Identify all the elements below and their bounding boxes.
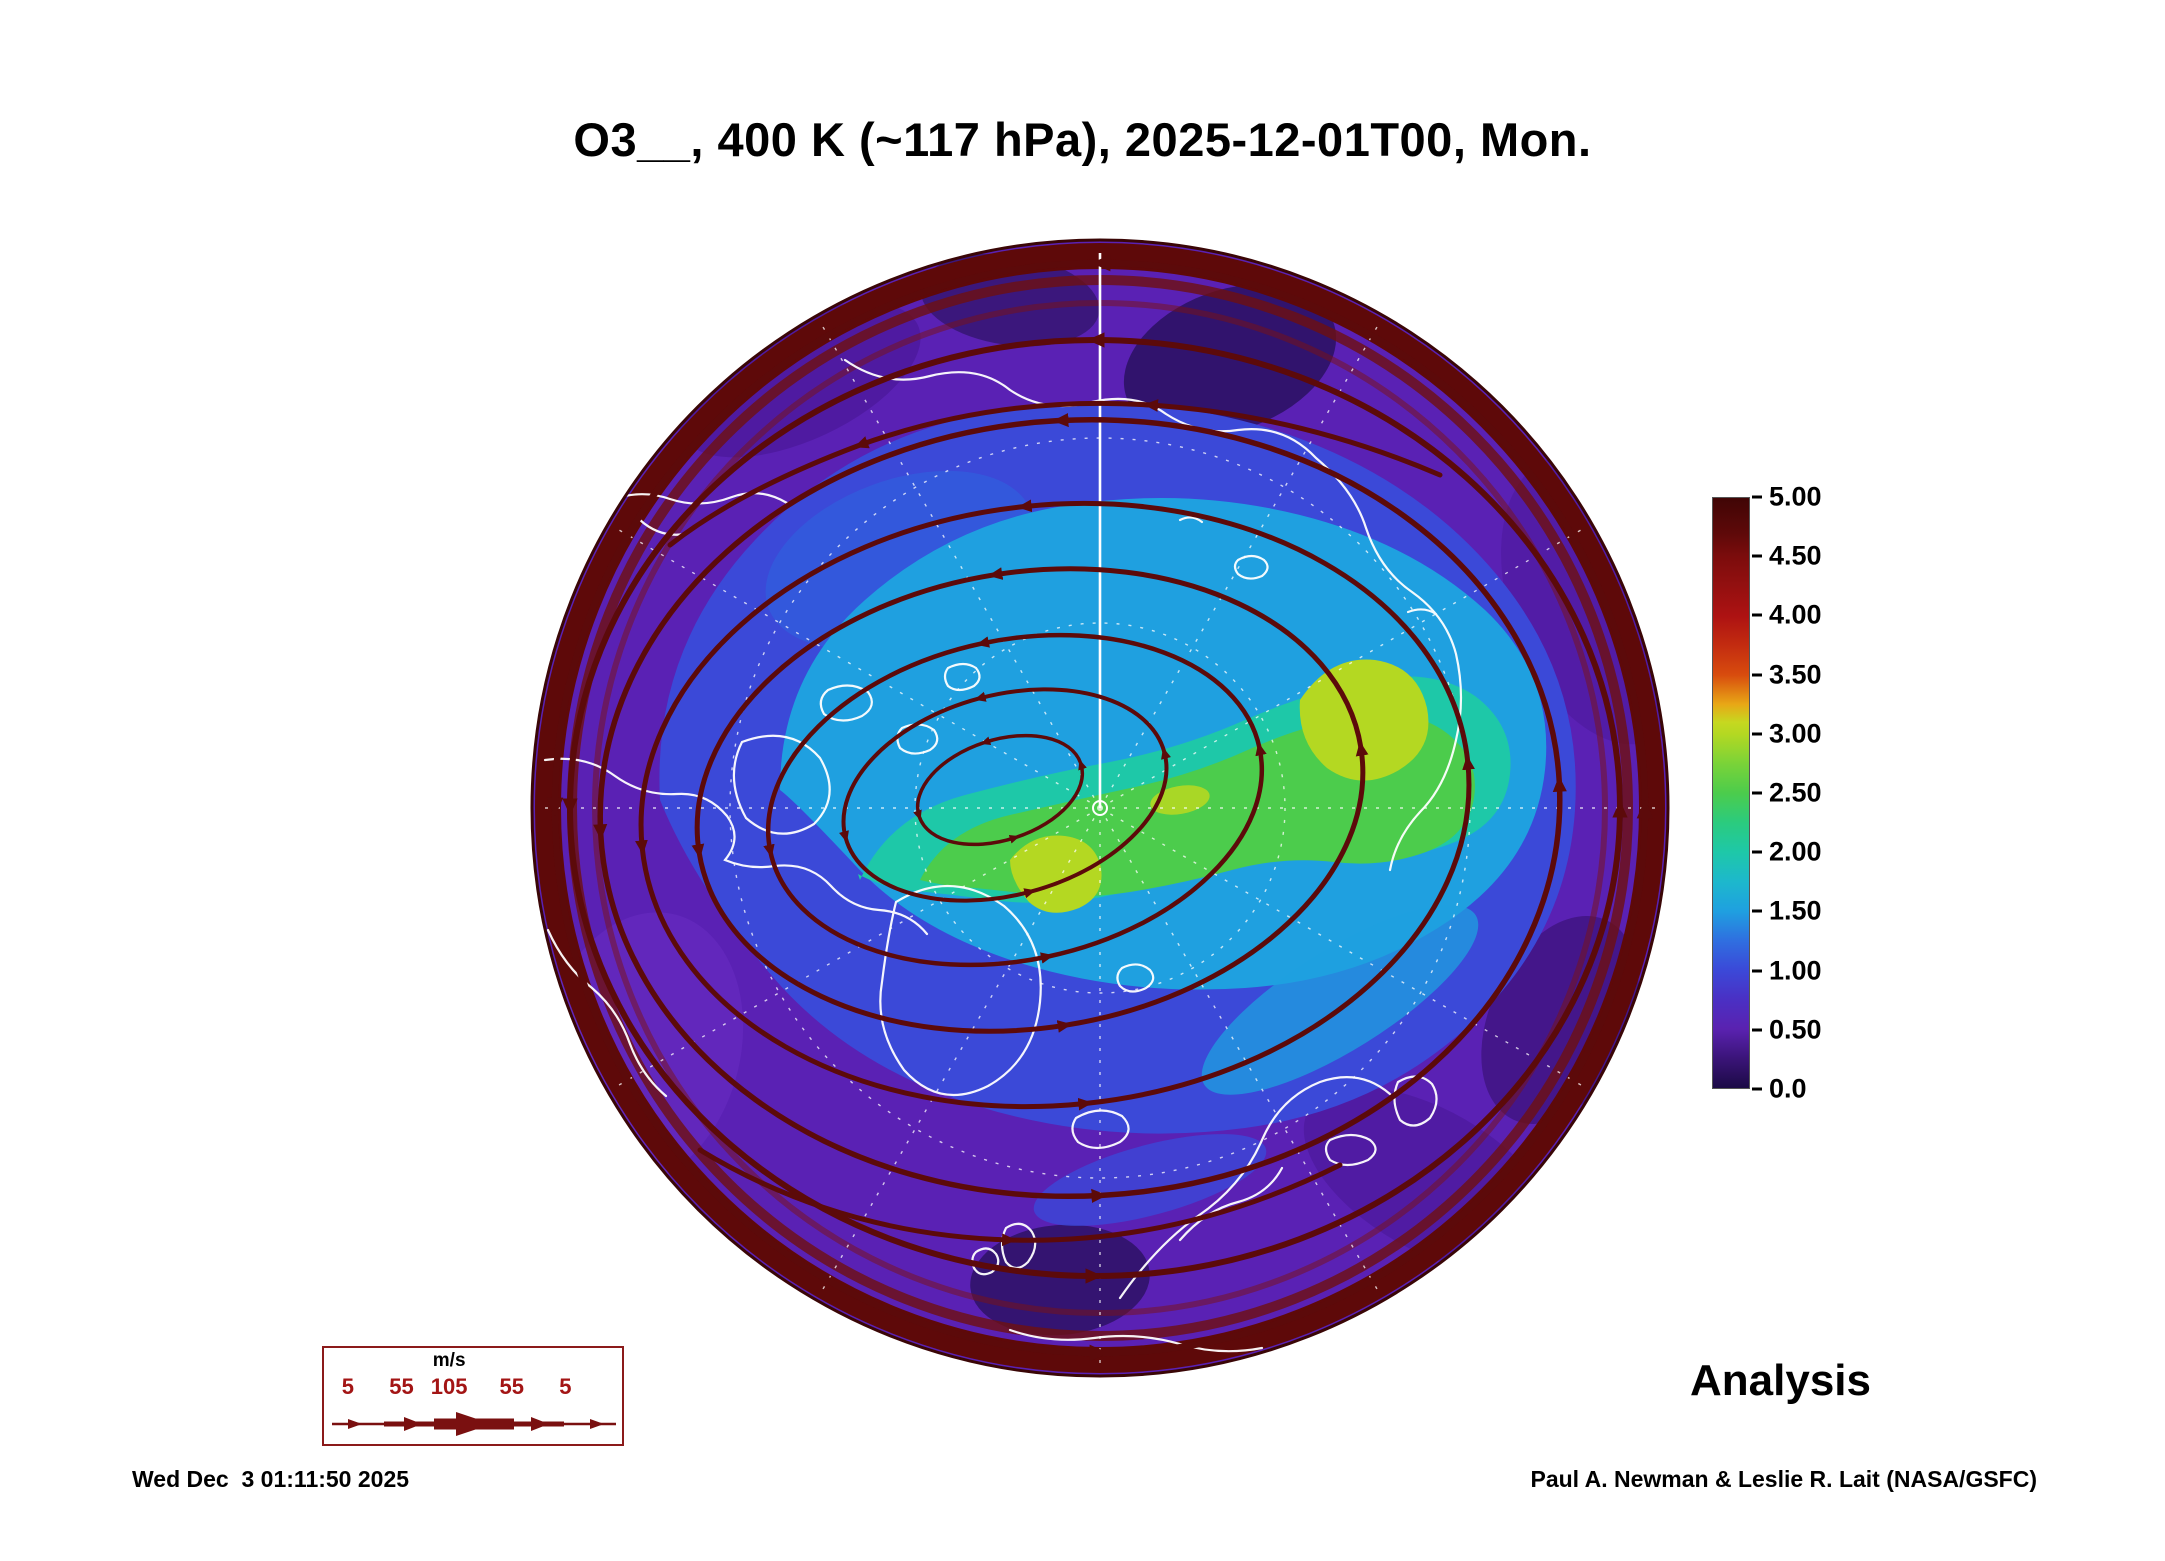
wind-speed-value: 55 — [389, 1374, 414, 1399]
wind-speed-value: 5 — [341, 1374, 354, 1399]
plot-title: O3__, 400 K (~117 hPa), 2025-12-01T00, M… — [573, 113, 1592, 166]
tick-mark — [1752, 909, 1762, 913]
wind-arrow-small-icon — [590, 1419, 604, 1429]
colorbar-tick: 0.50 — [1752, 1014, 1822, 1045]
colorbar-tick-label: 5.00 — [1769, 481, 1822, 512]
colorbar-tick: 4.50 — [1752, 541, 1822, 572]
colorbar-tick: 2.50 — [1752, 778, 1822, 809]
tick-mark — [1752, 495, 1762, 499]
colorbar-tick: 3.50 — [1752, 659, 1822, 690]
wind-speed-legend: m/s 5 55 105 55 5 — [322, 1346, 624, 1446]
colorbar-tick-label: 3.50 — [1769, 659, 1822, 690]
credit-text: Paul A. Newman & Leslie R. Lait (NASA/GS… — [1530, 1466, 2037, 1492]
tick-mark — [1752, 554, 1762, 558]
wind-speed-value: 55 — [499, 1374, 524, 1399]
colorbar-tick-label: 2.00 — [1769, 836, 1822, 867]
tick-mark — [1752, 613, 1762, 617]
wind-arrow-medium-icon — [531, 1417, 549, 1431]
colorbar-tick: 4.00 — [1752, 600, 1822, 631]
wind-speed-units: m/s — [432, 1350, 466, 1371]
colorbar-tick-label: 2.50 — [1769, 777, 1822, 808]
colorbar-tick-label: 4.50 — [1769, 540, 1822, 571]
colorbar-tick-label: 1.50 — [1769, 895, 1822, 926]
colorbar-tick: 1.50 — [1752, 896, 1822, 927]
colorbar-tick-label: 0.50 — [1769, 1014, 1822, 1045]
tick-mark — [1752, 673, 1762, 677]
colorbar-tick: 1.00 — [1752, 955, 1822, 986]
creation-timestamp: Wed Dec 3 01:11:50 2025 — [132, 1466, 410, 1492]
wind-speed-value: 5 — [559, 1374, 572, 1399]
wind-speed-value: 105 — [430, 1374, 468, 1399]
tick-mark — [1752, 969, 1762, 973]
tick-mark — [1752, 732, 1762, 736]
colorbar-tick: 0.0 — [1752, 1074, 1807, 1105]
wind-streamlines — [555, 263, 1649, 1353]
colorbar: 5.00 4.50 4.00 3.50 3.00 2.50 2.00 1.50 … — [1752, 482, 1872, 1104]
wind-arrow-scale — [332, 1412, 616, 1436]
wind-arrow-large-icon — [456, 1412, 492, 1436]
tick-mark — [1752, 850, 1762, 854]
colorbar-tick-label: 3.00 — [1769, 718, 1822, 749]
tick-mark — [1752, 1028, 1762, 1032]
tick-mark — [1752, 1087, 1762, 1091]
map-boundary — [530, 238, 1670, 1378]
colorbar-tick-label: 4.00 — [1769, 599, 1822, 630]
colorbar-tick-label: 0.0 — [1769, 1073, 1807, 1104]
colorbar-tick: 5.00 — [1752, 482, 1822, 513]
colorbar-tick: 2.00 — [1752, 837, 1822, 868]
analysis-label: Analysis — [1690, 1356, 1871, 1405]
colorbar-tick-label: 1.00 — [1769, 955, 1822, 986]
tick-mark — [1752, 791, 1762, 795]
wind-arrow-small-icon — [348, 1419, 362, 1429]
colorbar-gradient — [1712, 497, 1750, 1089]
colorbar-tick: 3.00 — [1752, 718, 1822, 749]
wind-arrow-medium-icon — [404, 1417, 422, 1431]
